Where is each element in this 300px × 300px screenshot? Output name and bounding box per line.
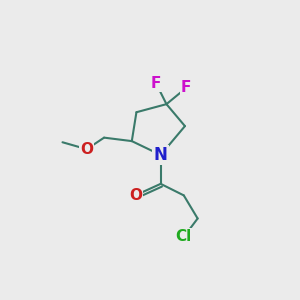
Text: O: O — [129, 188, 142, 203]
Text: F: F — [151, 76, 161, 91]
Text: N: N — [154, 146, 168, 164]
Text: F: F — [181, 80, 191, 95]
Text: Cl: Cl — [176, 230, 192, 244]
Text: O: O — [80, 142, 93, 157]
